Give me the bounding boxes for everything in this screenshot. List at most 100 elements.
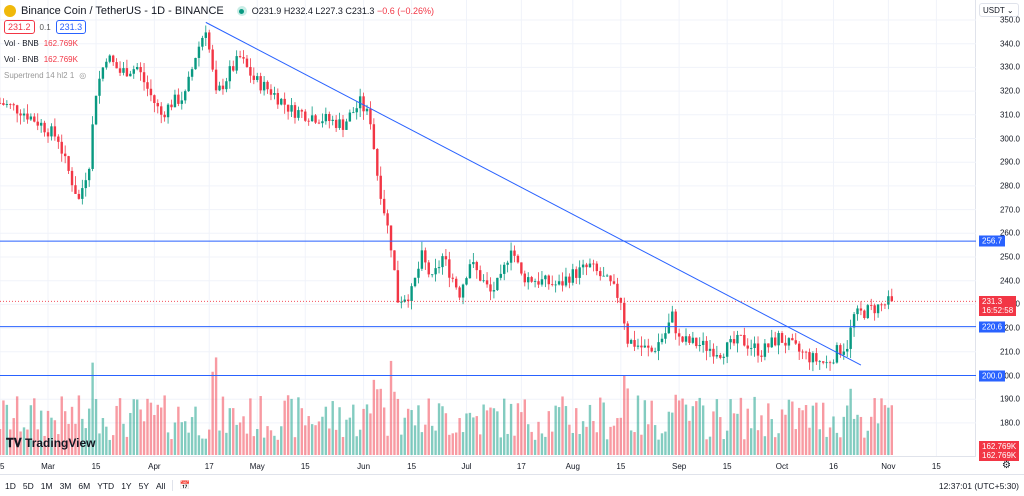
buy-button[interactable]: 231.3 — [55, 20, 87, 34]
volume-bar — [232, 408, 235, 455]
range-1y[interactable]: 1Y — [121, 480, 132, 491]
candle-body — [712, 348, 715, 357]
volume-bar — [238, 422, 242, 455]
volume-bar — [863, 437, 866, 455]
time-tick: 16 — [829, 462, 838, 471]
range-ytd[interactable]: YTD — [97, 480, 115, 491]
volume-bar — [225, 432, 228, 455]
volume-bar — [46, 410, 50, 455]
volume-legend-2[interactable]: Vol · BNB 162.769K — [4, 54, 78, 64]
time-tick: 15 — [91, 462, 101, 471]
currency-select[interactable]: USDT ⌄ — [979, 3, 1019, 17]
volume-bar — [599, 397, 602, 455]
candle-body — [616, 283, 619, 298]
candle-body — [252, 75, 256, 80]
candle-body — [310, 115, 314, 122]
volume-bar — [461, 432, 465, 455]
candle-body — [743, 334, 746, 346]
volume-bar — [197, 435, 201, 455]
settings-icon[interactable]: ⚙ — [1002, 460, 1011, 471]
volume-bar — [575, 408, 578, 455]
volume-bar — [105, 426, 108, 455]
volume-bar — [139, 409, 142, 455]
candle-body — [842, 351, 845, 355]
supertrend-legend[interactable]: Supertrend 14 hl2 1 ◎ — [4, 70, 87, 80]
volume-bar — [63, 411, 67, 455]
range-3m[interactable]: 3M — [59, 480, 72, 491]
range-6m[interactable]: 6M — [78, 480, 91, 491]
candle-body — [736, 334, 739, 344]
date-range-icon[interactable]: 📅 — [172, 480, 190, 491]
range-1d[interactable]: 1D — [5, 480, 16, 491]
volume-bar — [111, 435, 115, 455]
range-5d[interactable]: 5D — [22, 480, 34, 491]
volume-bar — [527, 424, 530, 455]
volume-bar — [633, 432, 636, 455]
candle-body — [746, 345, 749, 349]
candle-body — [599, 271, 602, 277]
candle-body — [828, 362, 832, 364]
candle-body — [777, 333, 780, 346]
range-1m[interactable]: 1M — [40, 480, 53, 491]
candle-body — [437, 267, 441, 269]
candle-body — [36, 121, 39, 126]
candlestick-chart[interactable] — [0, 0, 976, 456]
volume-bar — [849, 388, 852, 455]
candle-body — [115, 62, 118, 69]
price-axis[interactable]: USDT ⌄ 350.0 340.0 330.0 320.0 310.0 300.0 290… — [977, 0, 1024, 461]
candle-body — [859, 308, 863, 311]
volume-bar — [328, 428, 331, 455]
volume-bar — [396, 398, 400, 455]
volume-bar — [509, 403, 513, 455]
volume-bar — [39, 410, 43, 455]
candle-body — [496, 277, 499, 291]
clock[interactable]: 12:37:01 (UTC+5:30) — [938, 480, 1019, 491]
volume-bar — [0, 429, 2, 455]
sell-button[interactable]: 231.2 — [4, 20, 35, 34]
candle-body — [9, 104, 12, 105]
candle-body — [619, 297, 623, 303]
volume-bar — [5, 404, 9, 455]
volume-bar — [551, 431, 554, 455]
candle-body — [454, 278, 458, 288]
volume-bar — [454, 432, 458, 455]
candle-body — [667, 322, 671, 334]
volume-bar — [173, 422, 177, 455]
candle-body — [256, 76, 259, 80]
volume-legend-1[interactable]: Vol · BNB 162.769K — [4, 38, 78, 48]
hidden-eye-icon[interactable]: ◎ — [79, 70, 87, 80]
volume-bar — [825, 436, 828, 455]
volume-bar — [866, 430, 869, 455]
volume-bar — [804, 405, 808, 455]
volume-bar — [856, 414, 859, 455]
candle-body — [170, 104, 173, 108]
candle-body — [763, 343, 767, 357]
candle-body — [365, 108, 369, 112]
candle-body — [671, 311, 674, 323]
volume-bar — [492, 408, 496, 455]
volume-bar — [516, 403, 520, 455]
candle-body — [153, 95, 156, 104]
volume-bar — [317, 421, 321, 455]
volume-bar — [19, 431, 22, 455]
candle-body — [413, 277, 417, 287]
volume-bar — [122, 423, 125, 455]
candle-body — [499, 273, 502, 278]
volume-bar — [208, 429, 211, 455]
candle-body — [581, 264, 585, 268]
volume-bar — [842, 416, 845, 455]
chart-pane[interactable]: Binance Coin / TetherUS - 1D - BINANCE O… — [0, 0, 976, 456]
range-all[interactable]: All — [156, 480, 166, 491]
candle-body — [883, 304, 887, 306]
volume-bar — [674, 394, 677, 455]
volume-bar — [773, 437, 777, 455]
range-5y[interactable]: 5Y — [138, 480, 149, 491]
volume-bar — [393, 391, 396, 455]
volume-bar — [156, 404, 159, 455]
symbol-title[interactable]: Binance Coin / TetherUS - 1D - BINANCE — [21, 5, 224, 17]
candle-body — [111, 55, 115, 63]
candle-body — [448, 259, 451, 278]
time-axis[interactable]: 15 Mar 15 Apr 17 May 15 Jun 15 Jul 17 Aug 15 Sep 15 Oct… — [0, 456, 976, 474]
candle-body — [876, 304, 880, 314]
volume-bar — [410, 410, 413, 455]
